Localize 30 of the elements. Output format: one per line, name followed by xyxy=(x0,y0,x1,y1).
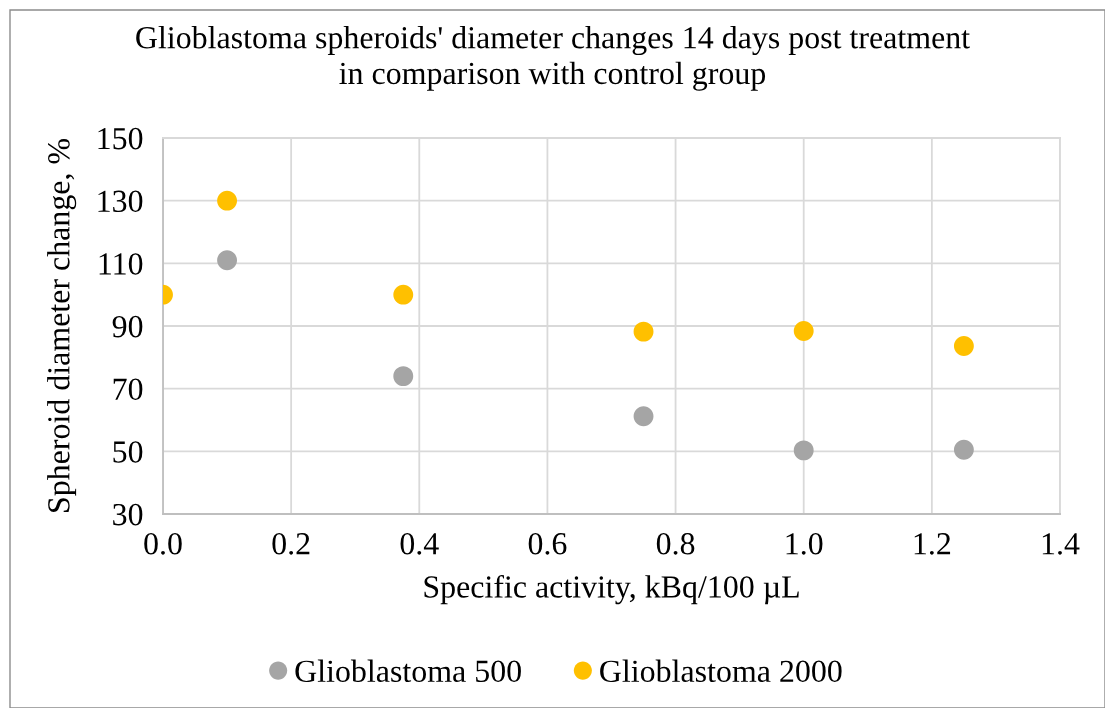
point xyxy=(633,321,654,342)
point xyxy=(953,439,974,460)
x-tick-label: 0.6 xyxy=(528,532,567,555)
x-tick-label: 1.0 xyxy=(786,532,823,555)
legend-label: Glioblastoma 2000 xyxy=(600,659,842,683)
x-tick-label: 0.8 xyxy=(656,532,695,555)
point xyxy=(793,440,814,461)
x-axis-title: Specific activity, kBq/100 µL xyxy=(424,574,799,605)
y-tick-label: 110 xyxy=(99,253,143,275)
y-axis-title: Spheroid diameter change, % xyxy=(47,139,77,512)
y-tick-label: 50 xyxy=(113,441,143,463)
point xyxy=(217,190,238,211)
point xyxy=(633,406,654,427)
y-tick-label: 130 xyxy=(98,190,143,213)
y-tick-label: 70 xyxy=(113,378,143,401)
point xyxy=(393,284,414,305)
chart-title: Glioblastoma spheroids' diameter changes 14 days post treatment in comparison with control group xyxy=(136,26,970,91)
y-tick-label: 90 xyxy=(112,315,143,338)
x-tick-label: 0.0 xyxy=(144,532,182,555)
y-tick-label: 30 xyxy=(113,503,143,526)
point xyxy=(793,321,814,341)
x-tick-label: 0.2 xyxy=(272,532,310,555)
point xyxy=(953,336,974,356)
x-tick-label: 1.4 xyxy=(1042,533,1080,555)
x-tick-label: 0.4 xyxy=(400,532,439,555)
point xyxy=(217,250,238,271)
point xyxy=(393,366,414,387)
y-tick-label: 150 xyxy=(98,127,143,150)
x-tick-label: 1.2 xyxy=(914,533,951,555)
legend-label: Glioblastoma 500 xyxy=(295,659,521,683)
